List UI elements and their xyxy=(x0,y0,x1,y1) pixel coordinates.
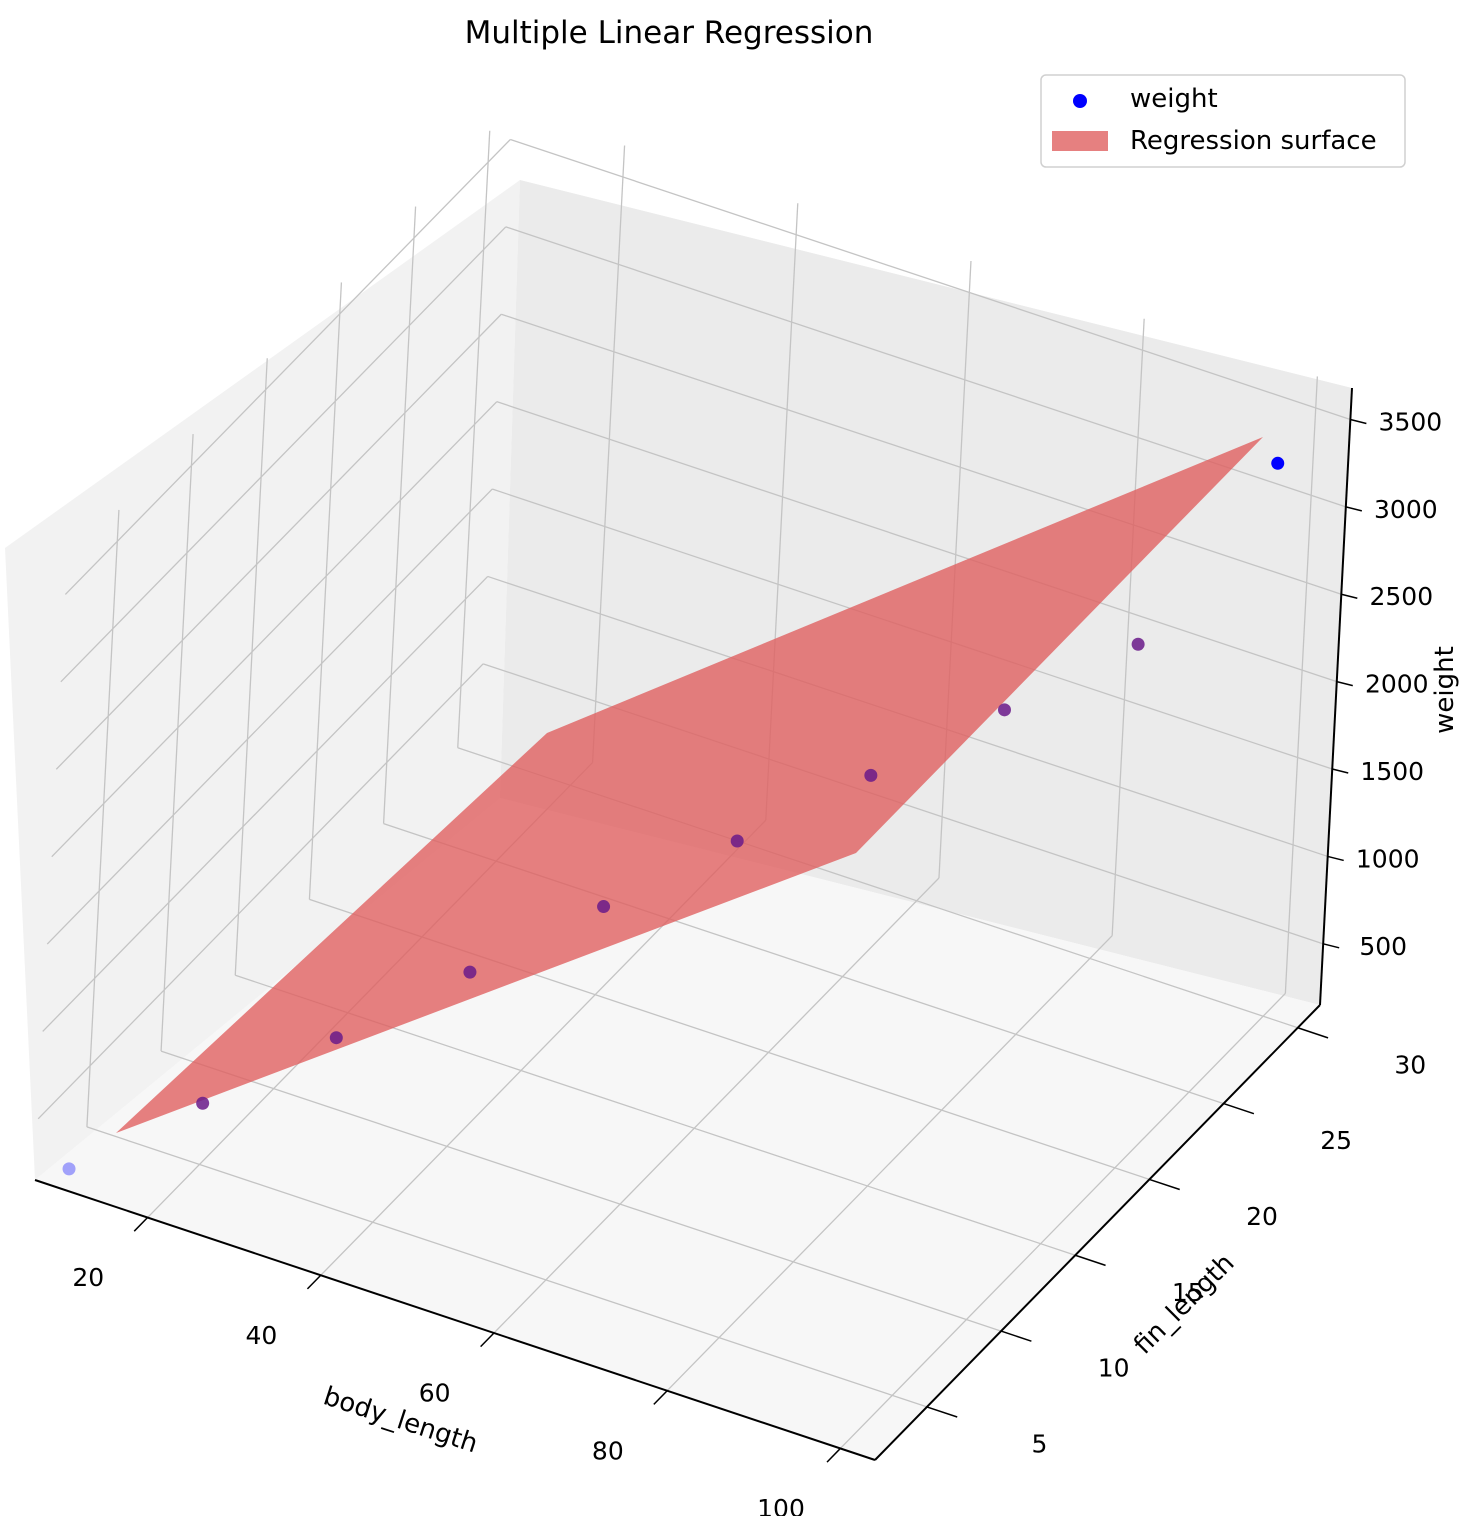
x-tick-mark xyxy=(653,1390,668,1405)
z-tick-label: 2500 xyxy=(1369,582,1433,611)
y-tick-mark xyxy=(1075,1254,1106,1267)
y-tick-mark xyxy=(1000,1330,1032,1342)
data-point xyxy=(196,1096,210,1110)
y-tick-label: 15 xyxy=(1172,1278,1204,1307)
legend-box xyxy=(1040,74,1406,168)
z-tick-mark xyxy=(1336,680,1353,687)
axis-ticks: 20 40 60 80 100 5 10 15 20 25 30 500 1000 1500 2000 250… xyxy=(72,407,1442,1516)
y-gridline-wall xyxy=(457,130,491,748)
z-gridline-right xyxy=(505,226,1347,508)
x-gridline-floor xyxy=(493,877,940,1334)
y-tick-mark xyxy=(1297,1027,1329,1039)
z-tick-mark xyxy=(1327,855,1344,862)
y-tick-mark xyxy=(926,1406,958,1418)
x-tick-label: 60 xyxy=(419,1379,451,1408)
x-tick-mark xyxy=(480,1332,495,1348)
z-gridline-left xyxy=(55,313,502,770)
y-gridline-wall xyxy=(308,282,343,900)
y-tick-mark xyxy=(1149,1178,1180,1191)
scatter-points xyxy=(62,456,1285,1176)
z-gridline-right xyxy=(496,401,1337,683)
z-tick-label: 1000 xyxy=(1356,844,1420,873)
data-point xyxy=(329,1031,343,1045)
y-tick-label: 25 xyxy=(1320,1126,1352,1155)
x-axis-label: body_length xyxy=(320,1381,482,1459)
y-gridline-wall xyxy=(382,206,417,824)
x-tick-label: 80 xyxy=(592,1436,624,1465)
z-axis-label: weight xyxy=(1430,646,1460,734)
z-gridline-left xyxy=(64,139,511,595)
z-tick-mark xyxy=(1350,418,1367,425)
data-point xyxy=(1271,456,1285,470)
x-tick-mark xyxy=(306,1274,322,1290)
z-gridline-left xyxy=(60,226,507,683)
y-gridline-wall xyxy=(160,434,194,1052)
x-gridline-wall xyxy=(591,145,626,763)
y-tick-label: 20 xyxy=(1246,1202,1278,1231)
x-tick-label: 100 xyxy=(757,1494,805,1516)
y-gridline-floor xyxy=(86,1126,928,1408)
z-tick-label: 3500 xyxy=(1379,407,1443,436)
chart-title: Multiple Linear Regression xyxy=(465,15,874,51)
pane-left xyxy=(5,180,520,1180)
x-tick-label: 20 xyxy=(72,1263,104,1292)
y-tick-label: 30 xyxy=(1394,1050,1426,1079)
z-tick-mark xyxy=(1341,593,1358,599)
legend-marker-weight xyxy=(1073,94,1087,108)
z-tick-mark xyxy=(1322,943,1340,949)
y-tick-mark xyxy=(1223,1102,1255,1115)
data-point xyxy=(597,900,611,914)
z-tick-label: 3000 xyxy=(1374,495,1438,524)
data-point xyxy=(62,1162,76,1176)
data-point xyxy=(730,834,744,848)
y-tick-label: 5 xyxy=(1032,1429,1048,1458)
x-tick-mark xyxy=(133,1217,149,1232)
z-axis-line xyxy=(1319,387,1353,1006)
x-tick-mark xyxy=(826,1447,841,1463)
y-gridline-wall xyxy=(86,509,120,1127)
y-axis-label: fin_length xyxy=(1128,1248,1240,1360)
legend-patch-surface xyxy=(1052,131,1108,151)
z-gridline-right xyxy=(501,313,1342,595)
data-point xyxy=(1131,637,1145,651)
y-axis-line xyxy=(874,1004,1321,1461)
z-gridline-left xyxy=(46,488,493,945)
z-tick-label: 1500 xyxy=(1360,757,1424,786)
x-gridline-floor xyxy=(666,935,1113,1392)
legend-label-weight: weight xyxy=(1130,84,1218,114)
z-tick-label: 2000 xyxy=(1365,670,1429,699)
x-tick-label: 40 xyxy=(246,1321,278,1350)
y-gridline-wall xyxy=(234,358,268,976)
z-gridline-left xyxy=(37,663,484,1120)
x-gridline-wall xyxy=(1111,318,1145,936)
data-point xyxy=(864,768,878,782)
x-axis-line xyxy=(34,1179,876,1461)
legend: weight Regression surface xyxy=(1040,74,1406,168)
data-point xyxy=(463,965,477,979)
regression-surface xyxy=(116,437,1263,1133)
data-point xyxy=(997,703,1011,717)
z-tick-mark xyxy=(1332,768,1349,774)
z-tick-label: 500 xyxy=(1359,932,1407,961)
y-gridline-floor xyxy=(160,1050,1002,1332)
x-gridline-wall xyxy=(1284,376,1319,994)
x-gridline-floor xyxy=(839,992,1286,1449)
z-gridline-left xyxy=(42,575,489,1032)
z-tick-mark xyxy=(1345,506,1363,512)
z-gridline-right xyxy=(510,138,1351,421)
legend-label-surface: Regression surface xyxy=(1130,126,1377,156)
z-gridline-left xyxy=(51,401,498,858)
y-tick-label: 10 xyxy=(1098,1354,1130,1383)
